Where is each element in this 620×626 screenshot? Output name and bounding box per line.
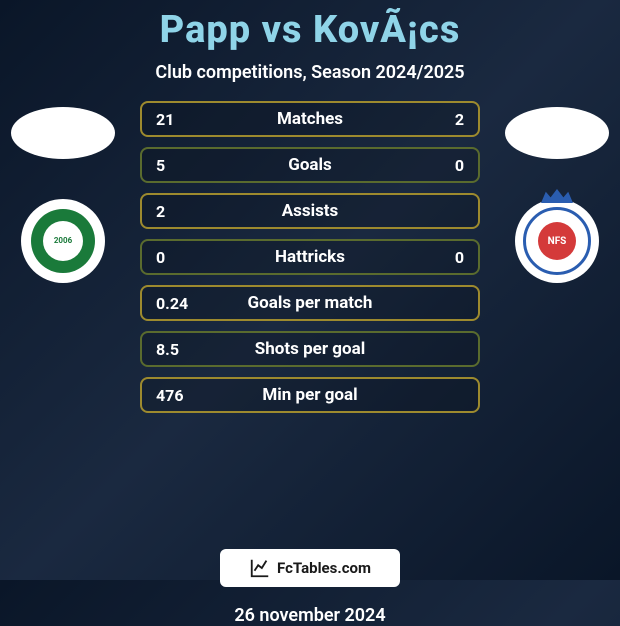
stat-left-value: 476 — [156, 386, 216, 405]
badge-left-ring: 2006 — [31, 209, 95, 273]
stat-left-value: 0 — [156, 248, 216, 267]
stat-row: 5Goals0 — [140, 147, 480, 183]
badge-left-text-top: 2006 — [54, 237, 72, 245]
stats-list: 21Matches25Goals02Assists0Hattricks00.24… — [140, 101, 480, 423]
stat-left-value: 0.24 — [156, 294, 216, 313]
badge-right-center: NFS — [538, 222, 576, 260]
stat-label: Hattricks — [216, 247, 404, 267]
club-badge-right: NFS — [515, 199, 599, 283]
player-right-column: NFS — [502, 101, 612, 283]
stat-label: Goals per match — [216, 293, 404, 313]
crown-icon — [541, 189, 573, 203]
stat-label: Matches — [216, 109, 404, 129]
stat-label: Goals — [216, 155, 404, 175]
brand-text: FcTables.com — [277, 559, 371, 577]
stat-label: Assists — [216, 201, 404, 221]
stat-left-value: 8.5 — [156, 340, 216, 359]
stat-row: 2Assists — [140, 193, 480, 229]
stat-label: Shots per goal — [216, 339, 404, 359]
stat-right-value: 0 — [404, 156, 464, 175]
club-badge-left: 2006 — [21, 199, 105, 283]
stat-right-value: 2 — [404, 110, 464, 129]
stat-row: 0Hattricks0 — [140, 239, 480, 275]
chart-icon — [249, 557, 271, 579]
stat-row: 8.5Shots per goal — [140, 331, 480, 367]
stat-right-value: 0 — [404, 248, 464, 267]
stat-row: 476Min per goal — [140, 377, 480, 413]
date-text: 26 november 2024 — [0, 605, 620, 626]
badge-right-text: NFS — [548, 236, 567, 247]
stat-left-value: 2 — [156, 202, 216, 221]
subtitle: Club competitions, Season 2024/2025 — [0, 62, 620, 83]
brand-box[interactable]: FcTables.com — [220, 549, 400, 587]
badge-left-center: 2006 — [43, 221, 83, 261]
stat-row: 0.24Goals per match — [140, 285, 480, 321]
page-title: Papp vs KovÃ¡cs — [0, 0, 620, 52]
player-left-silhouette — [11, 107, 115, 159]
comparison-content: 2006 NFS 21Matches25Goals02Assists0Hattr… — [0, 101, 620, 531]
player-right-silhouette — [505, 107, 609, 159]
stat-left-value: 5 — [156, 156, 216, 175]
stat-label: Min per goal — [216, 385, 404, 405]
stat-left-value: 21 — [156, 110, 216, 129]
badge-right-ring: NFS — [523, 207, 591, 275]
player-left-column: 2006 — [8, 101, 118, 283]
stat-row: 21Matches2 — [140, 101, 480, 137]
